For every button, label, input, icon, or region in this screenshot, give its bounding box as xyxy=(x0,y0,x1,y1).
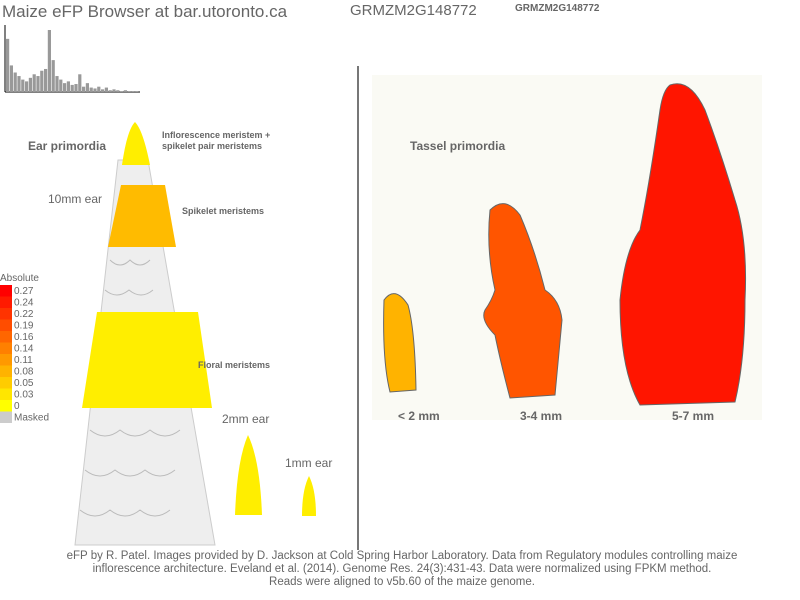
tassel-label: < 2 mm xyxy=(398,409,440,423)
footer-line: Reads were aligned to v5b.60 of the maiz… xyxy=(269,576,535,588)
legend-label: Masked xyxy=(14,413,49,424)
hist-bar xyxy=(127,91,131,92)
hist-bar xyxy=(25,81,29,92)
tassel-stage xyxy=(383,293,417,393)
ear-region xyxy=(122,122,150,165)
tassel-title: Tassel primordia xyxy=(410,139,505,153)
hist-bar xyxy=(55,76,59,92)
legend-label: 0.24 xyxy=(14,298,34,309)
legend-swatch xyxy=(0,377,12,389)
hist-bar xyxy=(28,77,32,92)
region-label-line: Floral meristems xyxy=(198,360,270,370)
hist-bar xyxy=(6,38,10,92)
legend-label: 0.05 xyxy=(14,378,34,389)
tassel-stage xyxy=(619,83,747,406)
gene-id: GRMZM2G148772 xyxy=(350,2,477,19)
ear-title: Ear primordia xyxy=(28,139,106,153)
region-label: Spikelet meristems xyxy=(182,206,264,216)
tassel-stage xyxy=(483,203,563,399)
legend-label: 0.14 xyxy=(14,344,34,355)
legend-label: 0 xyxy=(14,401,20,412)
legend-swatch xyxy=(0,365,12,377)
legend-swatch xyxy=(0,319,12,331)
ear-region xyxy=(108,185,176,247)
hist-bar xyxy=(97,86,101,92)
hist-bar xyxy=(101,89,105,92)
legend-label: 0.11 xyxy=(14,355,33,366)
hist-bar xyxy=(21,79,25,92)
hist-bar xyxy=(66,81,70,92)
tassel-label: 5-7 mm xyxy=(672,409,714,423)
hist-bar xyxy=(112,89,116,92)
hist-bar xyxy=(32,74,36,92)
hist-bar xyxy=(13,72,17,92)
small-ear-label: 2mm ear xyxy=(222,412,269,426)
legend-swatch xyxy=(0,411,12,423)
legend-swatch xyxy=(0,388,12,400)
legend-swatch xyxy=(0,331,12,343)
legend-swatch xyxy=(0,296,12,308)
legend-swatch xyxy=(0,400,12,412)
hist-bar xyxy=(36,76,40,92)
small-ear-label: 1mm ear xyxy=(285,456,332,470)
small-ear xyxy=(235,435,262,515)
hist-bar xyxy=(116,90,120,92)
hist-bar xyxy=(93,88,97,92)
footer: eFP by R. Patel. Images provided by D. J… xyxy=(67,550,738,588)
tassel-label: 3-4 mm xyxy=(520,409,562,423)
legend-swatch xyxy=(0,308,12,320)
hist-bar xyxy=(74,84,78,92)
legend-swatch xyxy=(0,285,12,297)
footer-line: inflorescence architecture. Eveland et a… xyxy=(93,563,712,575)
legend-label: 0.08 xyxy=(14,367,34,378)
hist-bar xyxy=(44,68,48,92)
region-label-line: Inflorescence meristem + xyxy=(162,130,270,140)
histogram xyxy=(4,25,140,93)
hist-bar xyxy=(123,90,127,92)
hist-bar xyxy=(131,91,135,92)
hist-bar xyxy=(85,83,89,92)
region-label-line: Spikelet meristems xyxy=(182,206,264,216)
hist-bar xyxy=(120,91,124,92)
hist-bar xyxy=(89,87,93,92)
ear-region xyxy=(82,312,212,408)
region-label: Inflorescence meristem + spikelet pair me… xyxy=(162,130,270,151)
region-label-line: spikelet pair meristems xyxy=(162,141,262,151)
legend-label: 0.19 xyxy=(14,321,34,332)
legend-label: 0.22 xyxy=(14,309,34,320)
gene-id-small: GRMZM2G148772 xyxy=(515,3,600,14)
legend-label: 0.03 xyxy=(14,390,34,401)
footer-line: eFP by R. Patel. Images provided by D. J… xyxy=(67,550,738,562)
hist-bar xyxy=(70,84,74,92)
small-ear xyxy=(302,476,316,516)
hist-bar xyxy=(108,90,112,92)
hist-bar xyxy=(9,65,13,92)
hist-bar xyxy=(47,30,51,92)
legend-title: Absolute xyxy=(0,273,39,284)
hist-bar xyxy=(135,91,139,92)
hist-bar xyxy=(78,74,82,92)
legend-label: 0.27 xyxy=(14,286,34,297)
hist-bar xyxy=(17,76,21,92)
region-label: Floral meristems xyxy=(198,360,270,370)
legend-swatch xyxy=(0,342,12,354)
legend-swatch xyxy=(0,354,12,366)
ear-stage-label: 10mm ear xyxy=(48,192,102,206)
hist-bar xyxy=(82,86,86,92)
legend-label: 0.16 xyxy=(14,332,34,343)
ear-texture xyxy=(79,259,181,517)
page-title: Maize eFP Browser at bar.utoronto.ca xyxy=(2,2,288,21)
hist-bar xyxy=(59,79,63,92)
hist-bar xyxy=(51,60,55,92)
hist-bar xyxy=(40,70,44,92)
hist-bar xyxy=(104,87,108,92)
hist-bar xyxy=(63,83,67,92)
legend: 0.270.240.220.190.160.140.110.080.050.03… xyxy=(0,285,49,424)
